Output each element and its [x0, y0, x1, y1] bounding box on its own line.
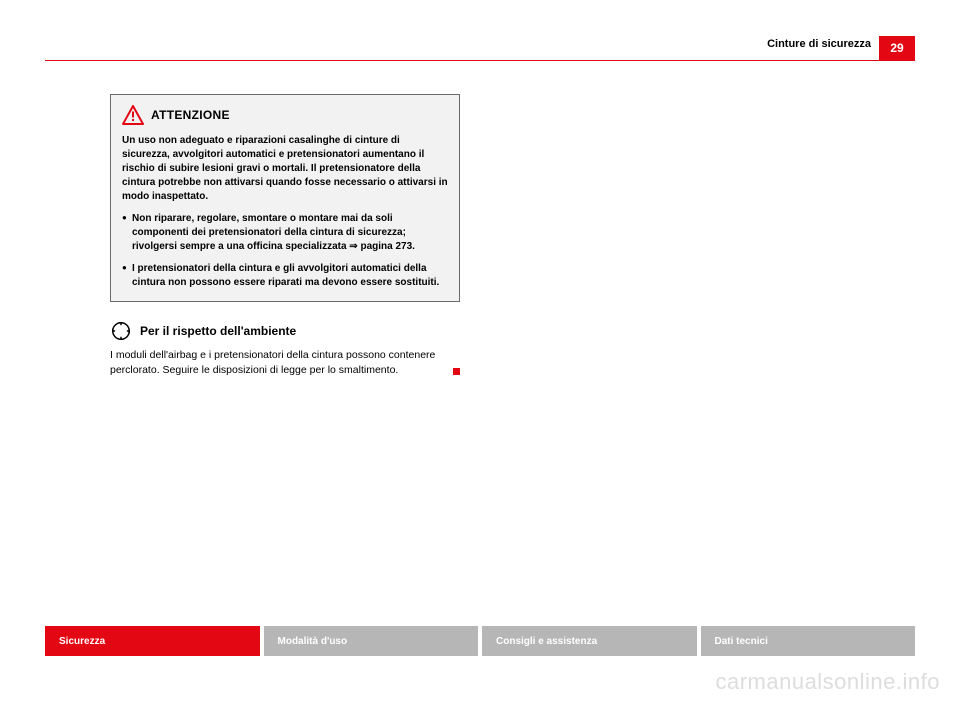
warning-heading: ATTENZIONE [122, 105, 448, 125]
section-title: Cinture di sicurezza [767, 38, 871, 50]
warning-label: ATTENZIONE [151, 107, 230, 124]
tab-consigli-assistenza[interactable]: Consigli e assistenza [482, 626, 697, 656]
recycle-icon [110, 320, 132, 342]
page-area: Cinture di sicurezza 29 ATTENZIONE Un us… [45, 36, 915, 656]
header-rule [45, 60, 915, 61]
warning-bullet: I pretensionatori della cintura e gli av… [122, 262, 448, 290]
environment-text: I moduli dell'airbag e i pretensionatori… [110, 349, 435, 376]
page-number-box: 29 [879, 36, 915, 60]
tab-sicurezza[interactable]: Sicurezza [45, 626, 260, 656]
environment-section: Per il rispetto dell'ambiente I moduli d… [110, 320, 460, 377]
tab-label: Consigli e assistenza [496, 636, 597, 647]
page-number: 29 [890, 41, 903, 55]
bottom-tabs: Sicurezza Modalità d'uso Consigli e assi… [45, 626, 915, 656]
warning-box: ATTENZIONE Un uso non adeguato e riparaz… [110, 94, 460, 302]
environment-heading: Per il rispetto dell'ambiente [110, 320, 460, 342]
warning-intro: Un uso non adeguato e riparazioni casali… [122, 134, 448, 204]
tab-label: Modalità d'uso [278, 636, 348, 647]
warning-bullet: Non riparare, regolare, smontare o monta… [122, 212, 448, 254]
end-marker-icon [453, 368, 460, 375]
tab-modalita-uso[interactable]: Modalità d'uso [264, 626, 479, 656]
watermark: carmanualsonline.info [715, 669, 940, 695]
environment-label: Per il rispetto dell'ambiente [140, 324, 296, 338]
tab-dati-tecnici[interactable]: Dati tecnici [701, 626, 916, 656]
warning-triangle-icon [122, 105, 144, 125]
tab-label: Sicurezza [59, 636, 105, 647]
environment-body: I moduli dell'airbag e i pretensionatori… [110, 348, 460, 377]
warning-bullet-list: Non riparare, regolare, smontare o monta… [122, 212, 448, 290]
content-column: ATTENZIONE Un uso non adeguato e riparaz… [110, 94, 460, 377]
tab-label: Dati tecnici [715, 636, 768, 647]
